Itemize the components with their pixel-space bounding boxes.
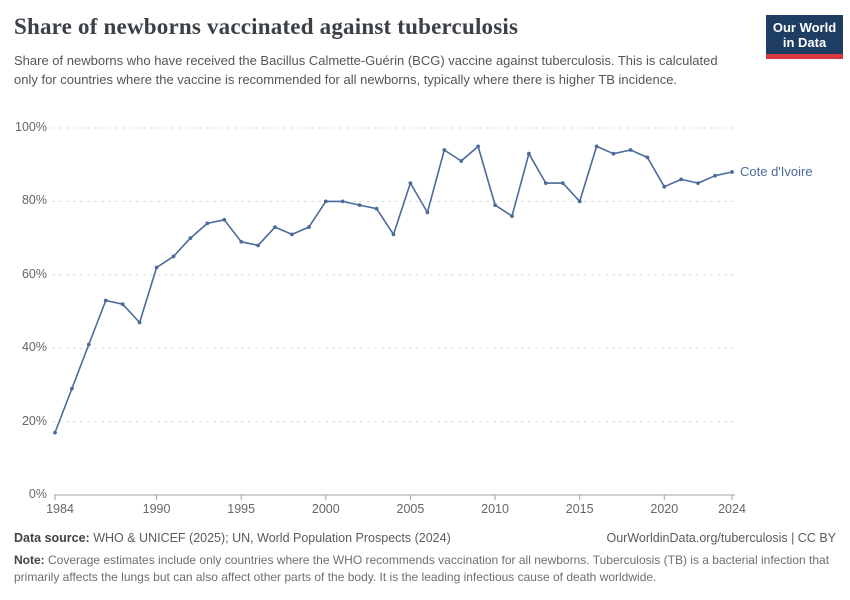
chart-canvas[interactable] <box>0 0 850 530</box>
data-point <box>307 225 311 230</box>
data-point <box>510 214 514 219</box>
chart-footer: Data source: WHO & UNICEF (2025); UN, Wo… <box>14 531 836 585</box>
data-point <box>323 199 328 204</box>
data-point <box>256 243 260 248</box>
y-tick-label: 0% <box>28 487 47 501</box>
x-tick-label: 2000 <box>311 502 340 516</box>
data-point <box>611 151 616 156</box>
data-point <box>154 265 159 270</box>
data-point <box>374 206 379 211</box>
data-point <box>442 148 447 152</box>
owid-logo-text: Our World in Data <box>766 15 843 54</box>
data-point <box>53 430 57 435</box>
data-point <box>662 184 667 189</box>
data-point <box>476 144 480 149</box>
data-point <box>120 302 125 307</box>
data-point <box>222 217 227 222</box>
data-point <box>70 386 74 391</box>
x-tick-label: 2020 <box>650 502 679 516</box>
data-line <box>54 145 733 434</box>
x-tick-label: 1990 <box>142 502 171 516</box>
x-tick-label: 2010 <box>481 502 509 516</box>
data-point <box>103 298 108 303</box>
x-tick-label: 2005 <box>396 502 425 516</box>
y-tick-label: 20% <box>21 413 47 428</box>
x-tick-label: 2015 <box>565 502 594 516</box>
data-point <box>340 199 345 204</box>
owid-logo-stripe <box>766 54 843 59</box>
owid-url-link[interactable]: OurWorldinData.org/tuberculosis | CC BY <box>606 531 837 545</box>
data-point <box>628 148 633 152</box>
data-point <box>713 173 717 178</box>
line-chart[interactable]: 0% 20% 40% 60% 80% 100% 1984 1990 1995 2000 2005 20… <box>0 0 850 530</box>
page-title: Share of newborns vaccinated against tub… <box>14 14 519 39</box>
data-point <box>730 170 734 174</box>
x-tick-label: 1995 <box>227 502 256 516</box>
data-point <box>425 210 430 215</box>
y-tick-label: 60% <box>21 266 47 281</box>
data-point <box>137 320 142 325</box>
x-tick-label: 1984 <box>46 502 74 516</box>
data-point <box>86 342 91 347</box>
data-point <box>459 159 464 163</box>
series-label[interactable]: Cote d'Ivoire <box>740 164 813 180</box>
data-point <box>357 203 362 208</box>
data-point <box>645 155 650 160</box>
data-point <box>577 199 582 204</box>
data-point <box>239 239 244 244</box>
data-point <box>273 225 277 230</box>
data-point <box>493 203 497 208</box>
y-tick-label: 40% <box>21 340 47 355</box>
y-tick-label: 80% <box>21 193 47 208</box>
data-point <box>527 151 531 156</box>
data-point <box>560 181 565 186</box>
owid-logo[interactable]: Our World in Data <box>766 15 843 59</box>
data-point <box>205 221 210 226</box>
data-point <box>679 177 684 182</box>
data-point <box>696 181 700 186</box>
data-point <box>408 181 413 186</box>
data-point <box>171 254 176 259</box>
y-tick-label: 100% <box>15 120 47 134</box>
chart-subtitle: Share of newborns who have received the … <box>14 53 718 87</box>
x-tick-label: 2024 <box>718 502 746 516</box>
data-source-line: Data source: WHO & UNICEF (2025); UN, Wo… <box>14 531 451 545</box>
data-point <box>594 144 599 149</box>
data-point <box>543 181 548 186</box>
data-point <box>391 232 396 237</box>
data-point <box>290 232 294 237</box>
data-point <box>188 236 193 241</box>
footnote: Note: Coverage estimates include only co… <box>14 553 830 584</box>
